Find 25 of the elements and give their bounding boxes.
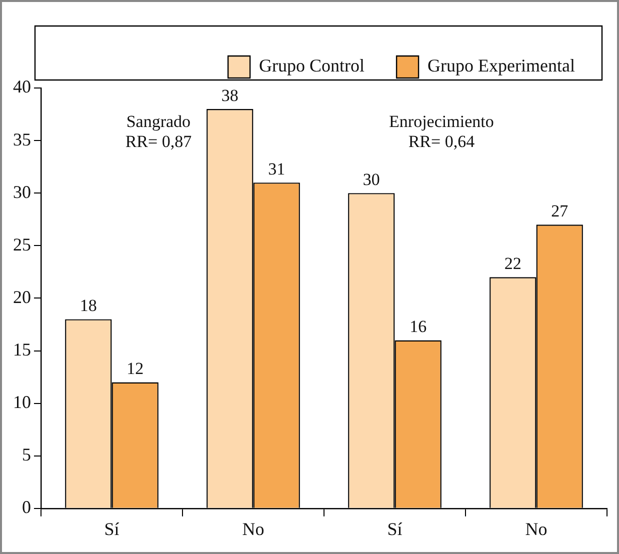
y-tick-label: 25 xyxy=(13,234,31,254)
y-tick-label: 35 xyxy=(13,129,31,150)
legend-label: Grupo Control xyxy=(259,56,365,76)
annotation: Enrojecimiento RR= 0,64 xyxy=(389,112,494,151)
data-label: 12 xyxy=(126,359,144,378)
y-tick-label: 15 xyxy=(13,339,31,360)
x-tick-label: No xyxy=(242,518,264,539)
y-tick-label: 30 xyxy=(13,182,31,202)
data-label: 22 xyxy=(504,254,522,274)
data-label: 38 xyxy=(221,86,238,105)
y-tick-label: 40 xyxy=(13,76,31,97)
data-label: 30 xyxy=(362,170,380,190)
x-tick-label: No xyxy=(525,518,548,539)
x-tick-label: Sí xyxy=(104,518,120,539)
y-tick-label: 20 xyxy=(13,286,31,307)
y-tick-label: 10 xyxy=(13,392,31,412)
y-tick-label: 0 xyxy=(22,497,31,518)
data-label: 31 xyxy=(268,160,286,179)
data-label: 16 xyxy=(410,317,427,336)
data-label: 27 xyxy=(551,202,569,221)
legend-label: Grupo Experimental xyxy=(428,56,576,76)
y-tick-label: 5 xyxy=(22,444,31,465)
data-label: 18 xyxy=(80,296,97,316)
annotation: Sangrado RR= 0,87 xyxy=(125,112,192,151)
x-tick-label: Sí xyxy=(387,518,402,539)
